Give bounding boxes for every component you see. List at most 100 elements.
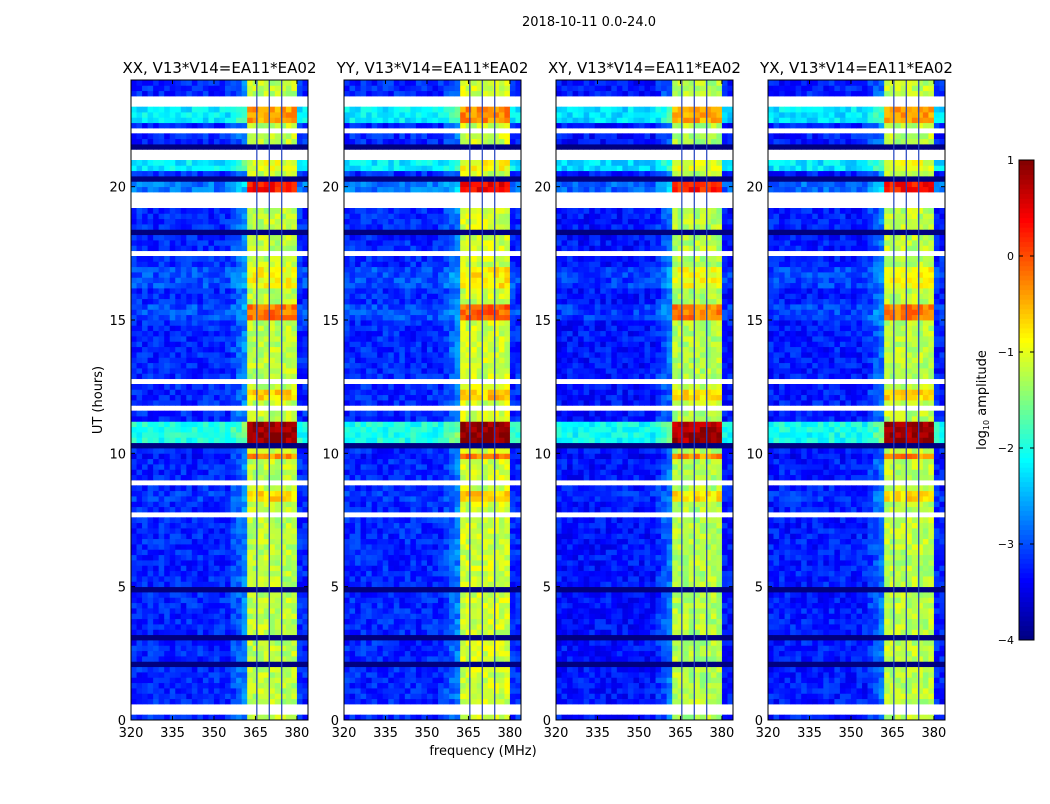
heatmap-cell [455,672,461,678]
heatmap-cell [153,421,159,427]
heatmap-cell [504,475,510,481]
heatmap-cell [510,619,516,625]
panel-title: XX, V13*V14=EA11*EA02 [122,59,316,77]
heatmap-cell [344,645,350,651]
heatmap-cell [269,219,275,225]
heatmap-cell [175,368,181,374]
heatmap-cell [170,427,176,433]
heatmap-cell [153,368,159,374]
heatmap-cell [405,560,411,566]
heatmap-cell [410,597,416,603]
heatmap-cell [159,549,165,555]
heatmap-cell [192,299,198,305]
heatmap-cell [388,443,394,449]
heatmap-cell [482,656,488,662]
heatmap-cell [214,576,220,582]
heatmap-cell [225,443,231,449]
heatmap-cell [460,624,466,630]
heatmap-cell [444,507,450,513]
heatmap-cell [131,539,137,545]
heatmap-cell [421,597,427,603]
heatmap-cell [253,539,259,545]
heatmap-cell [410,459,416,465]
heatmap-cell [366,459,372,465]
heatmap-cell [181,517,187,523]
heatmap-cell [366,544,372,550]
heatmap-cell [372,555,378,561]
heatmap-cell [460,571,466,577]
heatmap-cell [355,485,361,491]
heatmap-cell [203,80,209,86]
heatmap-cell [455,683,461,689]
heatmap-cell [355,533,361,539]
heatmap-cell [197,443,203,449]
heatmap-cell [258,389,264,395]
heatmap-cell [253,491,259,497]
heatmap-cell [231,293,237,299]
heatmap-cell [186,437,192,443]
heatmap-cell [220,91,226,97]
heatmap-cell [236,213,242,219]
heatmap-cell [170,437,176,443]
heatmap-cell [258,629,264,635]
heatmap-cell [220,640,226,646]
heatmap-cell [231,517,237,523]
heatmap-cell [231,309,237,315]
heatmap-cell [131,229,137,235]
heatmap-cell [153,677,159,683]
heatmap-cell [291,235,297,241]
heatmap-cell [416,443,422,449]
heatmap-cell [366,629,372,635]
heatmap-cell [203,427,209,433]
heatmap-cell [131,464,137,470]
heatmap-cell [175,672,181,678]
heatmap-cell [142,555,148,561]
heatmap-cell [142,453,148,459]
heatmap-cell [286,699,292,705]
heatmap-cell [291,331,297,337]
heatmap-cell [297,624,303,630]
heatmap-cell [214,245,220,251]
heatmap-cell [170,219,176,225]
heatmap-cell [142,80,148,86]
heatmap-cell [175,645,181,651]
heatmap-cell [253,363,259,369]
heatmap-cell [269,661,275,667]
heatmap-cell [471,645,477,651]
heatmap-cell [394,603,400,609]
heatmap-cell [466,592,472,598]
heatmap-cell [170,331,176,337]
heatmap-cell [258,448,264,454]
heatmap-cell [153,555,159,561]
heatmap-cell [131,389,137,395]
heatmap-cell [438,437,444,443]
heatmap-cell [504,613,510,619]
heatmap-cell [471,613,477,619]
heatmap-cell [438,640,444,646]
heatmap-cell [214,261,220,267]
heatmap-cell [366,555,372,561]
heatmap-cell [291,592,297,598]
heatmap-cell [466,581,472,587]
heatmap-cell [220,597,226,603]
heatmap-cell [203,240,209,246]
heatmap-cell [355,624,361,630]
heatmap-cell [438,587,444,593]
heatmap-cell [297,464,303,470]
heatmap-cell [421,475,427,481]
heatmap-cell [197,411,203,417]
heatmap-cell [137,496,143,502]
heatmap-cell [275,459,281,465]
heatmap-cell [137,400,143,406]
heatmap-cell [258,235,264,241]
heatmap-cell [504,555,510,561]
heatmap-cell [253,304,259,310]
heatmap-cell [286,256,292,262]
heatmap-cell [131,576,137,582]
heatmap-cell [131,533,137,539]
heatmap-cell [405,635,411,641]
heatmap-cell [297,187,303,193]
heatmap-cell [449,677,455,683]
heatmap-cell [181,213,187,219]
heatmap-cell [488,624,494,630]
